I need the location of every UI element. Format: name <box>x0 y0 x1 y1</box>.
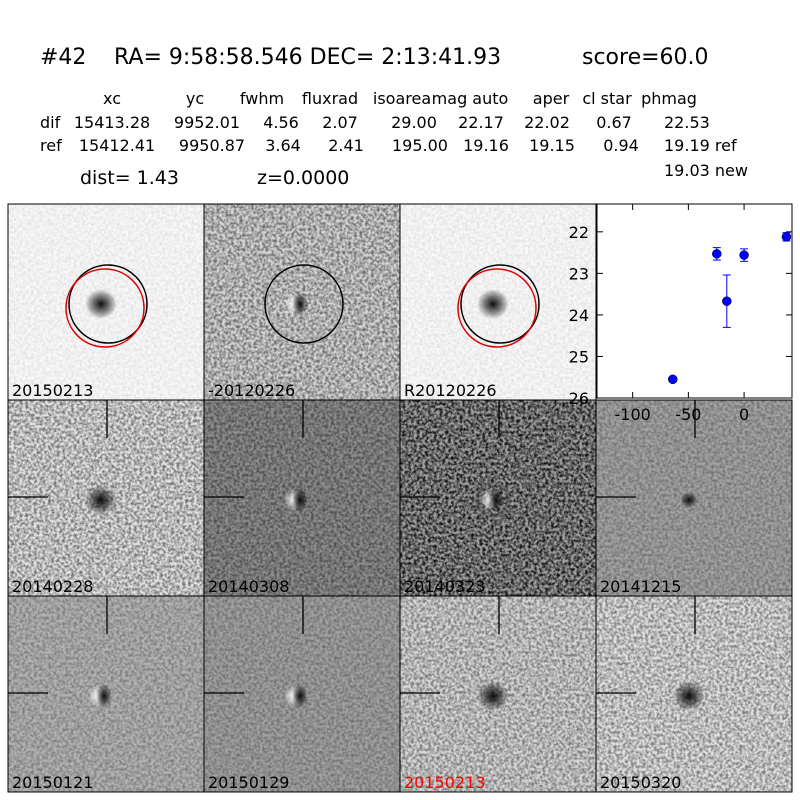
candidate-id: #42 <box>40 45 86 70</box>
table-cell: 29.00 <box>391 113 437 132</box>
dist: dist= 1.43 <box>80 167 179 189</box>
source <box>292 488 308 512</box>
plot-area <box>596 203 793 399</box>
source <box>673 681 705 711</box>
image-panel <box>400 400 596 596</box>
panel-label: 20150129 <box>208 773 289 792</box>
panel-label: 20150213 <box>12 381 93 400</box>
column-header: xc <box>103 89 121 108</box>
image-panel <box>8 596 204 792</box>
table-cell: 15413.28 <box>74 113 150 132</box>
table-cell: 9950.87 <box>179 136 245 155</box>
image-panel <box>596 400 792 596</box>
x-tick-label: 0 <box>739 405 749 424</box>
panel-label: 20150121 <box>12 773 93 792</box>
image-panel <box>204 596 400 792</box>
image-grid: 20150213 -20120226 R20120226 20140228 201403… <box>7 203 793 793</box>
data-point <box>712 249 722 259</box>
table-cell: 22.17 <box>458 113 504 132</box>
panel-label: 20141215 <box>600 577 681 596</box>
panel-label: -20120226 <box>208 381 295 400</box>
column-header: aper <box>533 89 570 108</box>
source <box>477 681 509 711</box>
table-cell: 19.15 <box>529 136 575 155</box>
coordinates: RA= 9:58:58.546 DEC= 2:13:41.93 <box>114 45 501 70</box>
image-panel <box>8 400 204 596</box>
table-cell: 0.67 <box>596 113 632 132</box>
aperture <box>68 264 148 344</box>
data-point <box>722 296 732 306</box>
panel-label: 20140308 <box>208 577 289 596</box>
source <box>477 289 509 319</box>
y-tick-label: 25 <box>569 347 589 366</box>
image-panel <box>204 400 400 596</box>
column-header: phmag <box>641 89 697 108</box>
column-header: fluxrad <box>302 89 358 108</box>
table-cell: 0.94 <box>603 136 639 155</box>
table-cell: 15412.41 <box>79 136 155 155</box>
image-panel <box>400 596 596 792</box>
image-panel <box>596 596 792 792</box>
column-header: fwhm <box>240 89 284 108</box>
score: score=60.0 <box>582 45 709 70</box>
panel-label: 20140228 <box>12 577 93 596</box>
y-tick-label: 26 <box>569 389 589 408</box>
panel-label: 20150320 <box>600 773 681 792</box>
y-tick-label: 24 <box>569 306 589 325</box>
source <box>292 292 308 316</box>
y-tick-label: 22 <box>569 223 589 242</box>
image-panel <box>400 204 596 400</box>
aperture <box>460 264 540 344</box>
source <box>680 492 698 508</box>
data-point <box>668 374 678 385</box>
aperture-ref <box>457 268 537 348</box>
table-cell: 4.56 <box>263 113 299 132</box>
panel-label: R20120226 <box>404 381 497 400</box>
source <box>96 684 112 708</box>
data-point <box>781 232 792 242</box>
light-curve: 22 23 24 25 26 -100 -50 0 <box>569 203 793 424</box>
data-point <box>739 250 749 260</box>
source <box>85 485 117 515</box>
column-header: isoarea <box>373 89 431 108</box>
source <box>488 488 504 512</box>
panel-label: 20140323 <box>404 577 485 596</box>
table-cell: 9952.01 <box>174 113 240 132</box>
table-cell: 19.16 <box>463 136 509 155</box>
aperture <box>264 264 344 344</box>
image-panel <box>8 204 204 400</box>
row-label: dif <box>40 113 61 132</box>
aperture-ref <box>65 268 145 348</box>
table-cell: 19.19 ref <box>664 136 737 155</box>
row-label: ref <box>40 136 62 155</box>
x-tick-label: -50 <box>675 405 701 424</box>
table-cell: 3.64 <box>265 136 301 155</box>
table-cell: 2.07 <box>322 113 358 132</box>
x-tick-label: -100 <box>615 405 651 424</box>
column-header: yc <box>186 89 204 108</box>
image-panel <box>204 204 400 400</box>
y-tick-label: 23 <box>569 264 589 283</box>
table-cell: 22.02 <box>524 113 570 132</box>
source <box>292 684 308 708</box>
phmag-new: 19.03 new <box>664 161 748 180</box>
column-header: mag auto <box>432 89 509 108</box>
table-cell: 2.41 <box>328 136 364 155</box>
redshift: z=0.0000 <box>257 167 349 189</box>
table-cell: 195.00 <box>392 136 448 155</box>
ring <box>474 481 512 519</box>
source <box>85 289 117 319</box>
panel-border <box>595 595 793 793</box>
panel-label: 20150213 <box>404 773 485 792</box>
column-header: cl star <box>582 89 632 108</box>
table-cell: 22.53 <box>664 113 710 132</box>
